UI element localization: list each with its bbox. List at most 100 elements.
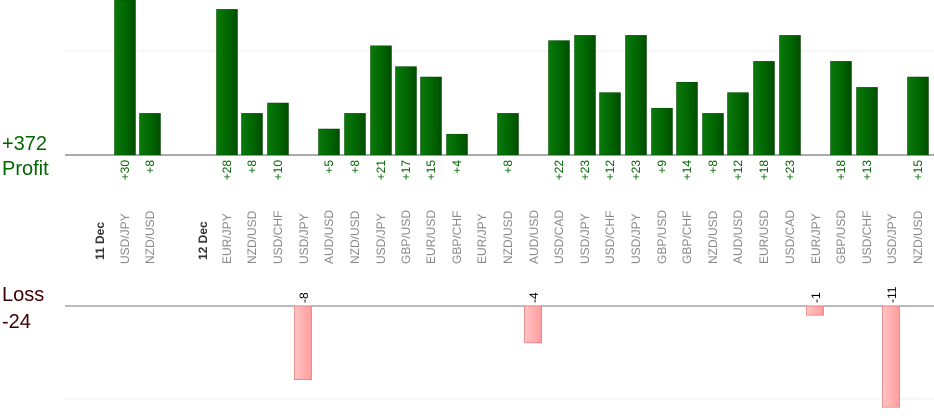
value-label: +18 — [834, 160, 848, 181]
profit-bar — [318, 128, 340, 156]
profit-bar — [548, 40, 570, 156]
value-label: +23 — [578, 160, 592, 181]
value-label: +23 — [783, 160, 797, 181]
pair-label: USD/CHF — [271, 211, 285, 264]
loss-bar — [294, 305, 312, 380]
profit-bar — [779, 35, 801, 156]
loss-total: -24 — [2, 311, 31, 333]
value-label: +15 — [911, 160, 925, 181]
pair-label: EUR/USD — [424, 210, 438, 264]
profit-total: +372 — [2, 133, 48, 155]
date-labels: 11 Dec 12 Dec — [93, 221, 210, 260]
loss-bars — [294, 305, 900, 408]
pair-label: USD/JPY — [578, 213, 592, 264]
loss-label: Loss — [2, 284, 45, 306]
pair-label: NZD/USD — [501, 210, 515, 264]
date-label: 11 Dec — [93, 222, 107, 260]
value-label: +30 — [118, 160, 132, 181]
profit-bar — [114, 0, 136, 156]
profit-label: Profit — [2, 158, 49, 180]
pair-label: GBP/USD — [655, 210, 669, 264]
value-label: +8 — [348, 160, 362, 174]
pair-label: USD/CAD — [552, 210, 566, 264]
value-label: +17 — [399, 160, 413, 181]
profit-bar — [216, 9, 238, 156]
loss-bar — [806, 305, 824, 316]
value-label: +8 — [706, 160, 720, 174]
profit-bar — [446, 133, 468, 156]
pair-label: GBP/USD — [399, 210, 413, 264]
profit-bar — [370, 45, 392, 156]
value-label: +15 — [424, 160, 438, 181]
profit-bar — [574, 35, 596, 156]
pair-label: GBP/CHF — [450, 211, 464, 264]
profit-bar — [753, 61, 775, 156]
value-label: -1 — [809, 292, 823, 303]
pair-label: NZD/USD — [911, 210, 925, 264]
profit-bar — [420, 76, 442, 156]
value-label: +28 — [220, 160, 234, 181]
value-label: +21 — [374, 160, 388, 181]
pair-label: EUR/JPY — [475, 213, 489, 264]
pair-label: NZD/USD — [706, 210, 720, 264]
pair-label: USD/JPY — [374, 213, 388, 264]
value-label: +13 — [860, 160, 874, 181]
value-label: -8 — [297, 292, 311, 303]
pair-label: GBP/USD — [834, 210, 848, 264]
pair-label: USD/JPY — [118, 213, 132, 264]
value-label: +5 — [322, 160, 336, 174]
value-label: +8 — [143, 160, 157, 174]
pair-label: EUR/JPY — [220, 213, 234, 264]
profit-bar — [139, 113, 161, 156]
profit-bar — [856, 87, 878, 156]
profit-bar — [676, 81, 698, 156]
value-label: -11 — [885, 286, 899, 303]
profit-bar — [727, 92, 749, 156]
value-label: -4 — [527, 292, 541, 303]
value-label: +23 — [629, 160, 643, 181]
profit-bar — [830, 61, 852, 156]
value-label: +4 — [450, 160, 464, 174]
pair-label: USD/JPY — [629, 213, 643, 264]
value-label: +9 — [655, 160, 669, 174]
value-label: +18 — [757, 160, 771, 181]
profit-bar — [395, 66, 417, 156]
profit-bars — [114, 0, 929, 156]
pair-label: EUR/USD — [757, 210, 771, 264]
profit-bar — [599, 92, 621, 156]
profit-bar — [907, 76, 929, 156]
pair-label: USD/JPY — [297, 213, 311, 264]
pair-label: NZD/USD — [143, 210, 157, 264]
pair-label: GBP/CHF — [680, 211, 694, 264]
pair-label: AUD/USD — [527, 210, 541, 264]
loss-bar — [882, 305, 900, 408]
pair-label: EUR/JPY — [809, 213, 823, 264]
profit-bar — [702, 113, 724, 156]
value-label: +22 — [552, 160, 566, 181]
profit-bar — [241, 113, 263, 156]
value-label: +12 — [731, 160, 745, 181]
pair-labels: USD/JPY NZD/USD EUR/JPY NZD/USD USD/CHF USD/J… — [118, 210, 925, 264]
pair-label: AUD/USD — [322, 210, 336, 264]
value-label: +8 — [245, 160, 259, 174]
value-label: +10 — [271, 160, 285, 181]
profit-bar — [625, 35, 647, 156]
profit-bar — [267, 102, 289, 156]
pair-label: USD/CHF — [860, 211, 874, 264]
value-labels: +30 +8 +28 +8 +10 -8 +5 +8 +21 +17 +15 +4 +8 -4 +22 +23… — [118, 160, 925, 303]
pair-label: USD/JPY — [885, 213, 899, 264]
profit-bar — [344, 113, 366, 156]
profit-bar — [651, 107, 673, 156]
profit-bar — [497, 113, 519, 156]
pair-label: NZD/USD — [245, 210, 259, 264]
pair-label: USD/CHF — [603, 211, 617, 264]
date-label: 12 Dec — [196, 221, 210, 260]
value-label: +8 — [501, 160, 515, 174]
pair-label: USD/CAD — [783, 210, 797, 264]
value-label: +12 — [603, 160, 617, 181]
pair-label: AUD/USD — [731, 210, 745, 264]
value-label: +14 — [680, 160, 694, 181]
loss-bar — [524, 305, 542, 344]
pair-label: NZD/USD — [348, 210, 362, 264]
